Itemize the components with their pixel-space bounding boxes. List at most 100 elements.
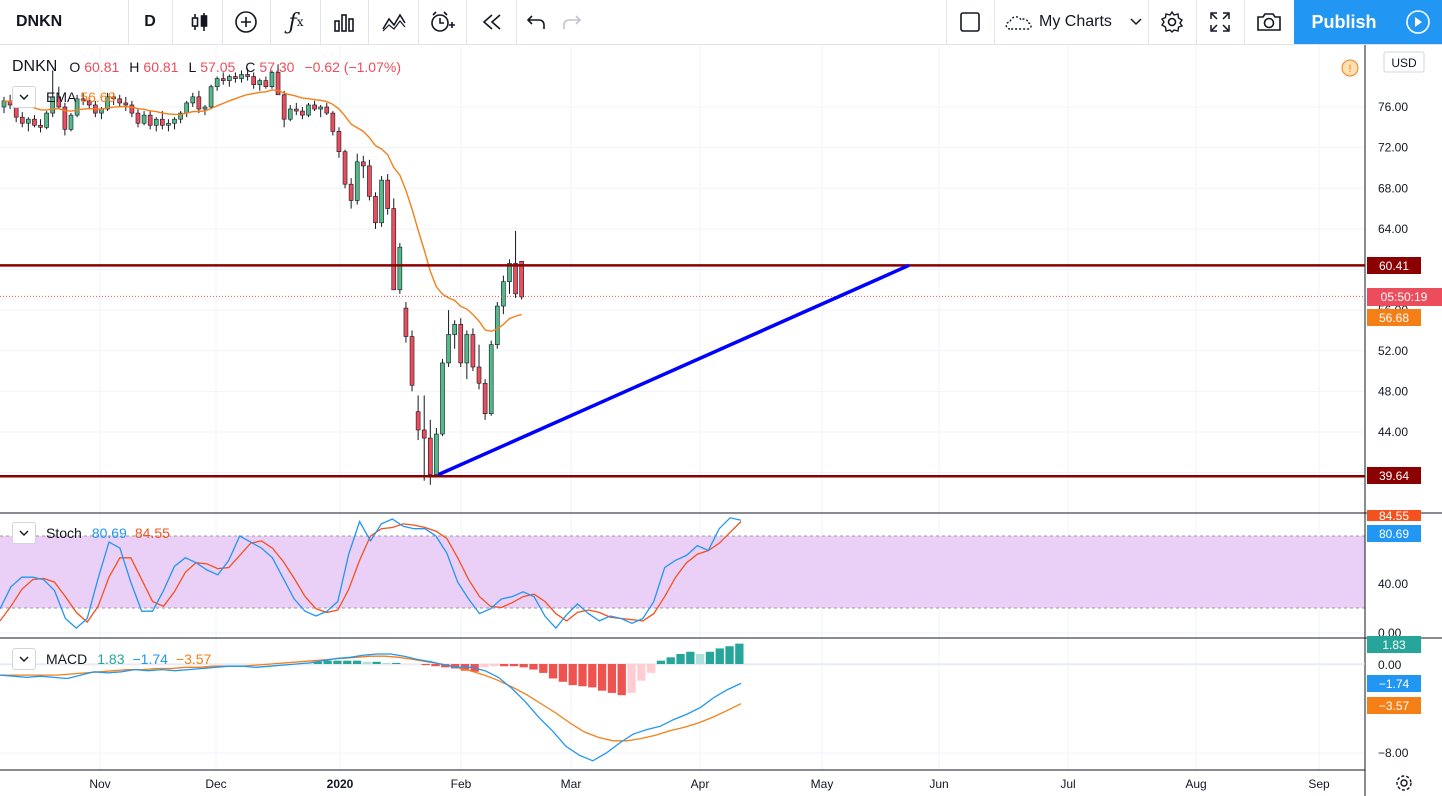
candle [251, 72, 256, 89]
candle-body [123, 102, 129, 106]
candle [80, 92, 86, 105]
macd-signal-line[interactable] [0, 655, 742, 742]
chevron-down-icon[interactable] [12, 86, 36, 108]
price-tick-label: 40.00 [1378, 577, 1408, 591]
candle [294, 102, 299, 116]
macd-line[interactable] [0, 653, 742, 762]
candle [26, 117, 31, 132]
currency-badge[interactable] [1383, 51, 1425, 73]
snapshot-icon[interactable] [1246, 0, 1292, 44]
stoch-k-line[interactable] [0, 517, 742, 630]
publish-button[interactable]: Publish [1294, 0, 1394, 44]
candle [1, 96, 7, 114]
candle [318, 104, 323, 118]
ema-line[interactable] [3, 89, 522, 333]
macd-legend[interactable]: MACD 1.83 −1.74 −3.57 [12, 648, 211, 670]
candle-body [318, 106, 323, 110]
candle [519, 260, 524, 300]
candle [56, 86, 62, 110]
candle-body [373, 196, 378, 224]
time-axis[interactable]: Nov Dec 2020 Feb Mar Apr May Jun Jul Aug Sep [89, 777, 1330, 791]
macd-histogram[interactable] [313, 643, 744, 696]
main-legend[interactable]: DNKN O 60.81 H 60.81 L 57.05 C 57.30 −0.62 (… [12, 58, 401, 76]
countdown-label: 05:50:19 [1381, 290, 1428, 304]
chevron-down-icon[interactable] [12, 648, 36, 670]
legend-symbol: DNKN [12, 58, 58, 75]
candle [403, 302, 409, 343]
toolbar-divider [128, 0, 129, 44]
candle-body [117, 98, 123, 104]
replay-icon[interactable] [470, 0, 514, 44]
candle [178, 111, 183, 124]
candle-body [324, 106, 330, 114]
candle-body [281, 94, 287, 120]
trendline[interactable] [437, 263, 910, 477]
chart-canvas[interactable]: 76.0072.0068.0064.0056.0052.0048.0044.00… [0, 45, 1442, 796]
candle-body [202, 106, 208, 110]
candle-body [287, 108, 293, 120]
toolbar-divider [466, 0, 467, 44]
macd-bar [382, 662, 391, 664]
candle-body [415, 411, 421, 431]
macd-signal-badge [1367, 697, 1421, 714]
macd-bar [627, 664, 636, 693]
chevron-down-icon[interactable] [12, 522, 36, 544]
redo-icon[interactable] [552, 0, 592, 44]
macd-bar [323, 660, 332, 664]
toolbar-divider [270, 0, 271, 44]
symbol-search-button[interactable]: DNKN [16, 13, 63, 30]
settings-icon[interactable] [1150, 0, 1194, 44]
macd-bar [509, 664, 519, 667]
candles[interactable] [1, 64, 524, 485]
candle-body [153, 118, 159, 126]
candle-body [391, 208, 397, 291]
candle [129, 100, 135, 118]
candle-body [44, 112, 49, 128]
toolbar-divider [418, 0, 419, 44]
macd-hist-price-label: 1.83 [1382, 638, 1406, 652]
compare-icon[interactable] [372, 0, 416, 44]
ema-legend[interactable]: EMA 56.68 [12, 86, 115, 108]
candle-body [403, 307, 409, 337]
candle-body [336, 131, 342, 152]
interval-button[interactable]: D [144, 13, 156, 30]
legend-low-label: L [188, 59, 197, 75]
toolbar-divider [1196, 0, 1197, 44]
macd-bar [392, 662, 401, 664]
legend-high-label: H [129, 59, 140, 75]
stoch-d-badge [1367, 510, 1421, 521]
stoch-legend[interactable]: Stoch 80.69 84.55 [12, 522, 170, 544]
alert-icon[interactable] [420, 0, 464, 44]
candle-body [62, 106, 68, 130]
candle [233, 72, 238, 83]
stoch-legend-name: Stoch [46, 525, 82, 541]
candle [19, 112, 25, 128]
lower-level-badge [1367, 467, 1421, 484]
candle [361, 155, 366, 179]
candle [111, 92, 116, 105]
macd-price-label: −1.74 [1379, 677, 1410, 691]
candle [501, 275, 506, 315]
price-tick-label: 0.00 [1378, 658, 1402, 672]
candle [153, 117, 159, 132]
macd-bar [705, 651, 715, 664]
time-tick-label: Dec [205, 777, 226, 791]
candle-body [160, 118, 165, 126]
candle [214, 76, 220, 91]
candles-icon[interactable] [178, 0, 222, 44]
fullscreen-icon[interactable] [1198, 0, 1242, 44]
undo-icon[interactable] [516, 0, 556, 44]
axis-settings-icon[interactable] [1396, 775, 1412, 791]
play-icon[interactable] [1394, 0, 1442, 44]
candle [208, 84, 214, 110]
templates-icon[interactable] [322, 0, 366, 44]
price-axis[interactable]: 76.0072.0068.0064.0056.0052.0048.0044.00… [1378, 100, 1409, 760]
macd-bar [568, 664, 577, 686]
warning-icon[interactable] [1341, 59, 1359, 77]
layout-icon[interactable] [950, 0, 990, 44]
my-charts-button[interactable]: My Charts [995, 0, 1153, 44]
macd-bar [333, 660, 342, 664]
candle [464, 330, 470, 380]
add-compare-icon[interactable] [224, 0, 268, 44]
